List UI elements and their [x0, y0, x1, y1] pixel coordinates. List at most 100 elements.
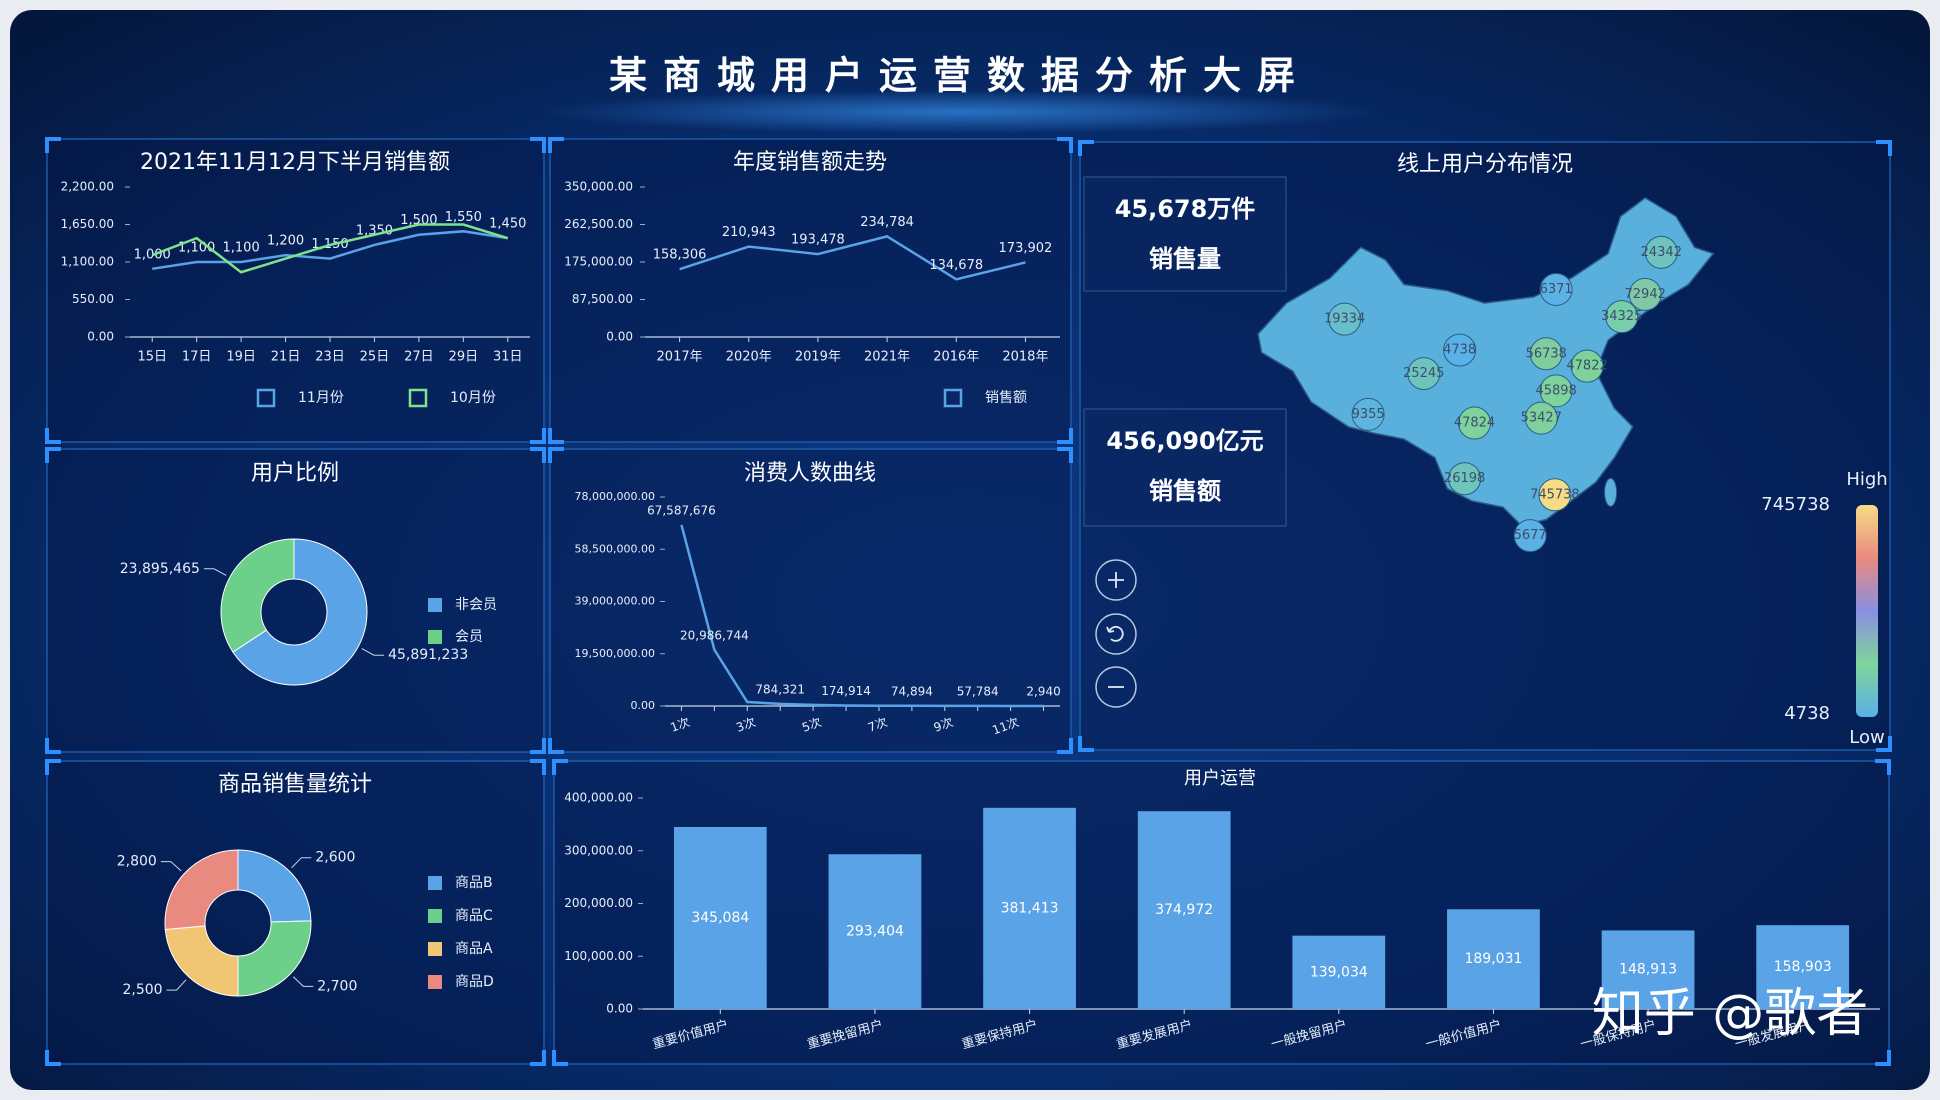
data-label: 193,478: [791, 233, 845, 248]
legend-swatch: [428, 975, 442, 989]
visual-map-min: 4738: [1784, 703, 1830, 724]
y-tick-label: 262,500.00: [564, 217, 633, 231]
panel-corner: [530, 759, 546, 775]
data-label: 1,100: [223, 241, 260, 256]
y-tick-label: 78,000,000.00: [575, 490, 655, 503]
y-tick-label: 200,000.00: [564, 896, 633, 910]
map-region-label: 24342: [1641, 245, 1682, 260]
y-tick-label: 350,000.00: [564, 180, 633, 194]
y-tick-label: 58,500,000.00: [575, 542, 655, 555]
panel-corner: [530, 738, 546, 754]
map-region: [1529, 337, 1563, 371]
map-region: [1513, 519, 1547, 553]
visual-map-high: High: [1846, 469, 1887, 490]
data-label: 293,404: [846, 924, 904, 940]
pie-slice: [164, 849, 239, 931]
map-region-label: 72942: [1625, 287, 1666, 302]
y-tick-label: 0.00: [631, 699, 656, 712]
panel-corner: [1876, 140, 1892, 156]
data-label: 2,800: [117, 854, 157, 870]
y-tick-label: 550.00: [72, 292, 114, 306]
line-series: [680, 524, 1044, 708]
x-tick-label: 23日: [315, 350, 345, 365]
legend-swatch: [428, 942, 442, 956]
panel-corner: [552, 1050, 568, 1066]
legend-swatch: [428, 909, 442, 923]
panel-corner: [1875, 1050, 1891, 1066]
panel-title: 年度销售额走势: [733, 150, 887, 175]
zoom-button[interactable]: [1095, 613, 1137, 655]
map-region: [1628, 277, 1662, 311]
panel-corner: [45, 137, 61, 153]
x-tick-label: 7次: [866, 715, 889, 735]
x-tick-label: 2021年: [864, 350, 910, 365]
panel-corner: [548, 447, 564, 463]
zoom-button[interactable]: [1095, 559, 1137, 601]
y-tick-label: 87,500.00: [572, 292, 633, 306]
background: [10, 10, 1930, 1090]
legend-label: 会员: [455, 629, 483, 645]
label-line: [166, 979, 187, 991]
bar: [1137, 811, 1231, 1009]
line-series: [152, 230, 508, 271]
x-tick-label: 29日: [449, 350, 479, 365]
bar: [1292, 935, 1386, 1009]
x-tick-label: 25日: [360, 350, 390, 365]
map-region: [1328, 302, 1362, 336]
legend-swatch: [428, 598, 442, 612]
y-tick-label: 19,500,000.00: [575, 647, 655, 660]
map-region-label: 26198: [1444, 471, 1485, 486]
legend-swatch: [256, 388, 276, 408]
panel-title: 线上用户分布情况: [1397, 152, 1573, 177]
data-label: 1,450: [489, 217, 526, 232]
data-label: 2,500: [122, 982, 162, 998]
x-tick-label: 2019年: [795, 350, 841, 365]
map-region-label: 34325: [1601, 309, 1642, 324]
data-label: 74,894: [891, 684, 933, 698]
data-label: 189,031: [1464, 951, 1522, 967]
y-tick-label: 100,000.00: [564, 949, 633, 963]
x-tick-label: 2016年: [933, 350, 979, 365]
legend-label: 商品D: [455, 974, 494, 990]
map-region: [1458, 406, 1492, 440]
bar: [1756, 925, 1850, 1009]
data-label: 57,784: [957, 684, 999, 698]
kpi-value: 45,678万件: [1115, 195, 1256, 223]
map-region-label: 9355: [1352, 407, 1385, 422]
label-line: [361, 648, 385, 656]
data-label: 210,943: [722, 225, 776, 240]
x-tick-label: 2018年: [1002, 350, 1048, 365]
legend-swatch: [943, 388, 963, 408]
map-region-label: 19334: [1324, 312, 1365, 327]
map-region: [1524, 401, 1558, 435]
map-region-label: 4738: [1443, 343, 1476, 358]
panel-corner: [530, 1050, 546, 1066]
x-tick-label: 1次: [668, 715, 691, 735]
legend-label: 非会员: [455, 597, 497, 613]
legend-label: 商品B: [455, 875, 493, 891]
y-tick-label: 1,100.00: [61, 255, 114, 269]
zoom-button[interactable]: [1095, 666, 1137, 708]
data-label: 1,500: [400, 213, 437, 228]
label-line: [203, 568, 227, 576]
panel-corner: [1078, 140, 1094, 156]
legend-label: 销售额: [985, 390, 1027, 406]
y-tick-label: 2,200.00: [61, 180, 114, 194]
line-series: [679, 235, 1026, 281]
panel-corner: [45, 447, 61, 463]
data-label: 1,550: [445, 210, 482, 225]
y-tick-label: 1,650.00: [61, 217, 114, 231]
pie-slice: [232, 538, 368, 686]
data-label: 134,678: [929, 258, 983, 273]
data-label: 174,914: [821, 684, 871, 698]
x-tick-label: 2020年: [726, 350, 772, 365]
panel-corner: [548, 428, 564, 444]
bar: [983, 807, 1076, 1009]
map-region-label: 745738: [1530, 487, 1580, 502]
x-tick-label: 15日: [137, 350, 167, 365]
panel: [549, 138, 1072, 443]
title-glow: [540, 90, 1380, 134]
data-label: 45,891,233: [388, 647, 468, 663]
bar: [1447, 909, 1540, 1009]
